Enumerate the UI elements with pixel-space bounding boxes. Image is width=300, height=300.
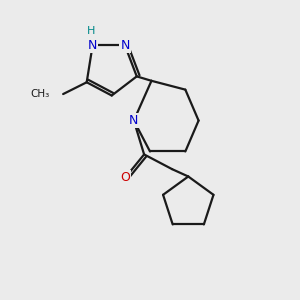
Text: O: O	[120, 172, 130, 184]
Text: N: N	[129, 114, 139, 127]
Text: H: H	[87, 26, 95, 36]
Text: CH₃: CH₃	[31, 89, 50, 99]
Text: N: N	[88, 39, 97, 52]
Text: N: N	[120, 39, 130, 52]
